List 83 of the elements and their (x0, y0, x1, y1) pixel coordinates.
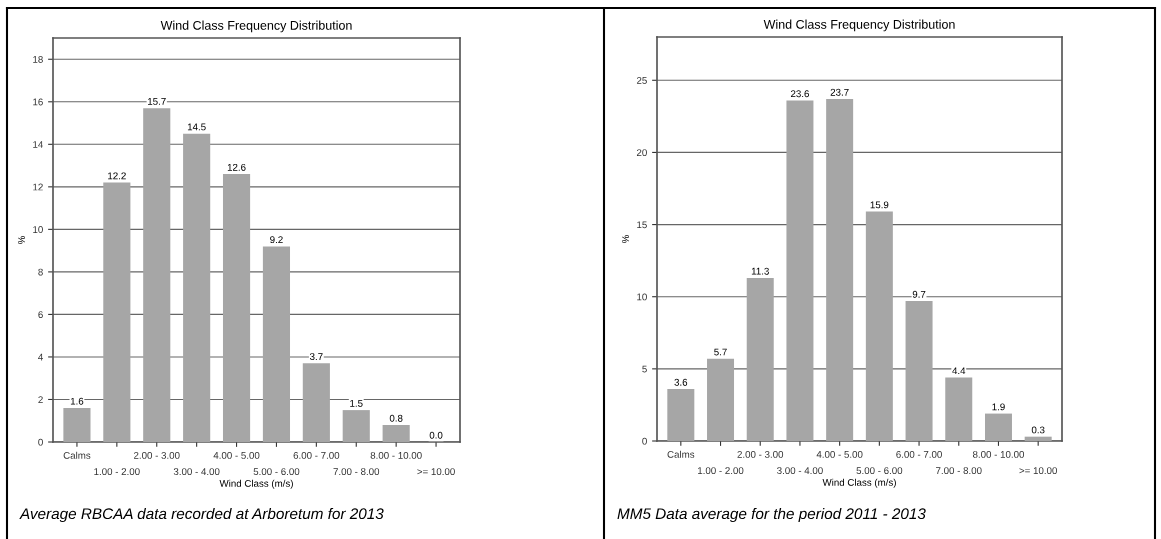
y-tick-label: 0 (642, 437, 647, 445)
x-tick-label: Calms (63, 451, 91, 459)
y-axis-title: % (18, 236, 25, 244)
y-tick-label: 2 (38, 396, 43, 403)
bar (826, 99, 854, 441)
data-label: 14.5 (187, 123, 206, 131)
x-tick-label: 6.00 - 7.00 (896, 450, 942, 458)
x-tick-label: 2.00 - 3.00 (737, 450, 784, 458)
x-tick-label: 1.00 - 2.00 (94, 468, 140, 476)
x-tick-label: 5.00 - 6.00 (856, 467, 903, 475)
data-label: 15.9 (870, 201, 889, 209)
x-tick-label: 7.00 - 8.00 (333, 468, 380, 476)
data-label: 3.7 (309, 353, 323, 361)
y-tick-label: 18 (33, 56, 43, 63)
data-label: 4.4 (952, 367, 966, 375)
bar (905, 301, 933, 441)
data-label: 0.3 (1031, 426, 1045, 434)
chart-title: Wind Class Frequency Distribution (763, 19, 955, 32)
y-tick-label: 4 (38, 353, 43, 361)
bar (183, 133, 211, 442)
data-label: 5.7 (714, 348, 727, 356)
data-label: 9.2 (270, 236, 283, 244)
data-label: 15.7 (148, 98, 166, 105)
y-tick-label: 25 (636, 77, 647, 84)
x-tick-label: 7.00 - 8.00 (936, 467, 982, 475)
x-tick-label: 6.00 - 7.00 (293, 451, 340, 459)
data-label: 0.8 (389, 414, 403, 422)
y-tick-label: 20 (636, 149, 647, 157)
x-tick-label: 4.00 - 5.00 (816, 450, 863, 458)
bar (222, 174, 251, 442)
x-tick-label: >= 10.00 (417, 468, 455, 476)
x-tick-label: Calms (667, 450, 695, 458)
y-tick-label: 15 (637, 221, 647, 229)
bar (302, 363, 330, 442)
bar (262, 246, 291, 442)
data-label: 12.2 (108, 172, 126, 180)
bar (143, 108, 171, 442)
y-tick-label: 16 (33, 98, 43, 106)
chart-title: Wind Class Frequency Distribution (160, 20, 352, 33)
data-label: 9.7 (912, 290, 926, 298)
bar (667, 389, 695, 441)
x-tick-label: >= 10.00 (1019, 467, 1057, 475)
bar (342, 410, 370, 442)
x-tick-label: 8.00 - 10.00 (972, 450, 1025, 458)
x-tick-label: 1.00 - 2.00 (698, 467, 744, 475)
data-label: 11.3 (751, 267, 769, 275)
y-tick-label: 10 (33, 226, 43, 233)
y-tick-label: 10 (637, 293, 647, 301)
y-tick-label: 12 (33, 183, 43, 191)
x-tick-label: 5.00 - 6.00 (253, 468, 300, 476)
bar (707, 358, 735, 441)
data-label: 12.6 (227, 163, 246, 171)
data-label: 3.6 (674, 378, 688, 386)
x-tick-label: 3.00 - 4.00 (777, 467, 823, 475)
bar (746, 277, 774, 441)
x-axis-title: Wind Class (m/s) (822, 478, 896, 488)
y-tick-label: 14 (33, 141, 43, 148)
data-label: 1.5 (350, 400, 363, 407)
x-tick-label: 2.00 - 3.00 (133, 451, 180, 459)
bar (984, 413, 1012, 441)
y-tick-label: 6 (38, 311, 43, 319)
data-label: 23.6 (790, 90, 809, 98)
bar (945, 377, 973, 441)
x-axis-title: Wind Class (m/s) (219, 479, 293, 489)
data-label: 1.9 (992, 403, 1005, 411)
bar (382, 424, 410, 442)
bar (1024, 436, 1052, 441)
bar (865, 211, 893, 441)
x-tick-label: 8.00 - 10.00 (370, 451, 422, 459)
data-label: 0.0 (429, 431, 443, 439)
x-tick-label: 4.00 - 5.00 (213, 451, 260, 459)
bar (786, 100, 814, 441)
data-label: 23.7 (830, 88, 849, 96)
text: MM5 Data average for the period 2011 - 2013 (617, 507, 926, 523)
text: Average RBCAA data recorded at Arboretum for 2013 (19, 507, 384, 523)
y-axis-title: % (622, 235, 629, 243)
bar (103, 182, 131, 442)
y-tick-label: 0 (38, 438, 43, 446)
x-tick-label: 3.00 - 4.00 (173, 468, 220, 476)
data-label: 1.6 (70, 397, 84, 405)
bar (63, 407, 91, 442)
y-tick-label: 5 (642, 365, 647, 373)
y-tick-label: 8 (38, 268, 43, 276)
